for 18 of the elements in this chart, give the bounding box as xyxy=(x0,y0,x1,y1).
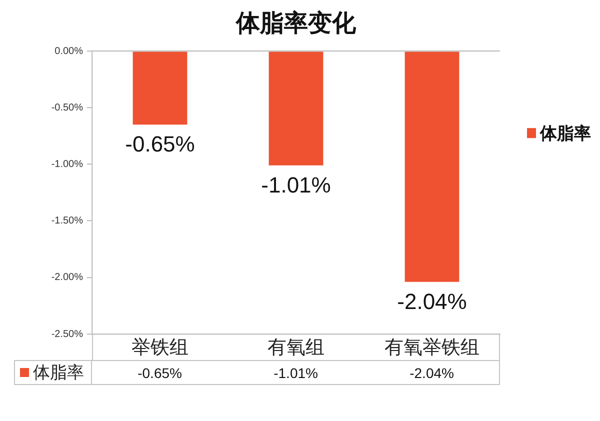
text: -1.01% xyxy=(261,172,331,198)
y-tick-label: -2.00% xyxy=(51,272,84,284)
y-tick-label: -0.50% xyxy=(51,102,84,114)
x-tick-label: 举铁组 xyxy=(132,336,188,359)
data-label: -2.04% xyxy=(408,364,455,382)
data-label: -1.01% xyxy=(272,364,319,382)
text: -0.65% xyxy=(125,132,195,157)
x-tick-label: 有氧组 xyxy=(268,338,324,359)
data-label: -0.65% xyxy=(136,364,183,382)
y-tick-label: -1.50% xyxy=(51,216,84,227)
text: -2.04% xyxy=(397,288,467,314)
chart-title: 体脂率变化 xyxy=(236,9,356,39)
y-tick-label: 0.00% xyxy=(54,46,84,57)
x-tick-label: 有氧举铁组 xyxy=(384,336,480,359)
y-tick-label: -1.00% xyxy=(51,158,84,170)
y-tick-label: -2.50% xyxy=(51,328,84,340)
legend-label: 体脂率 xyxy=(539,124,591,143)
text: 体脂率 xyxy=(33,363,84,382)
